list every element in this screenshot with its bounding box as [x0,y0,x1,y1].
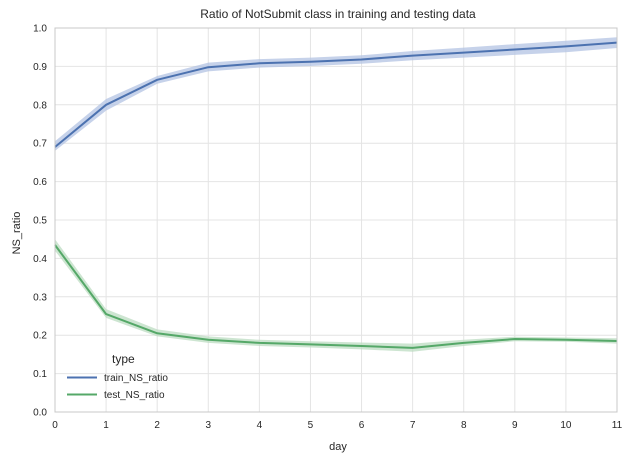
series-1-line [54,244,618,349]
legend: type train_NS_ratio test_NS_ratio [67,352,168,401]
series-lines [54,41,618,349]
legend-label: train_NS_ratio [104,373,168,384]
x-tick-label: 9 [512,420,518,431]
y-tick-label: 0.1 [33,369,47,380]
x-tick-label: 2 [154,420,160,431]
series-0-line [54,41,618,148]
y-tick-label: 0.8 [33,100,47,111]
y-tick-label: 0.0 [33,408,47,419]
x-tick-label: 3 [205,420,211,431]
x-tick-label: 10 [560,420,572,431]
y-tick-label: 0.4 [33,254,47,265]
x-tick-label: 7 [410,420,416,431]
x-tick-label: 1 [103,420,109,431]
tick-labels: 0.0 0.1 0.2 0.3 0.4 0.5 0.6 0.7 0.8 0.9 1.0 0 1 2 3 4 5 6… [33,24,623,432]
y-tick-label: 0.7 [33,139,47,150]
x-tick-label: 11 [612,420,623,431]
legend-title: type [112,352,135,366]
chart-title: Ratio of NotSubmit class in training and… [200,7,476,21]
y-tick-label: 0.5 [33,216,47,227]
y-axis-label: NS_ratio [11,212,23,255]
x-axis-label: day [329,441,347,453]
x-tick-label: 6 [359,420,365,431]
y-tick-label: 1.0 [33,24,47,35]
x-tick-label: 8 [461,420,467,431]
x-tick-label: 5 [308,420,314,431]
y-tick-label: 0.3 [33,292,47,303]
plot-frame [54,27,618,413]
y-tick-label: 0.9 [33,62,47,73]
x-tick-label: 4 [257,420,263,431]
y-tick-label: 0.6 [33,177,47,188]
legend-label: test_NS_ratio [104,390,165,401]
y-tick-label: 0.2 [33,331,47,342]
x-tick-label: 0 [52,420,58,431]
